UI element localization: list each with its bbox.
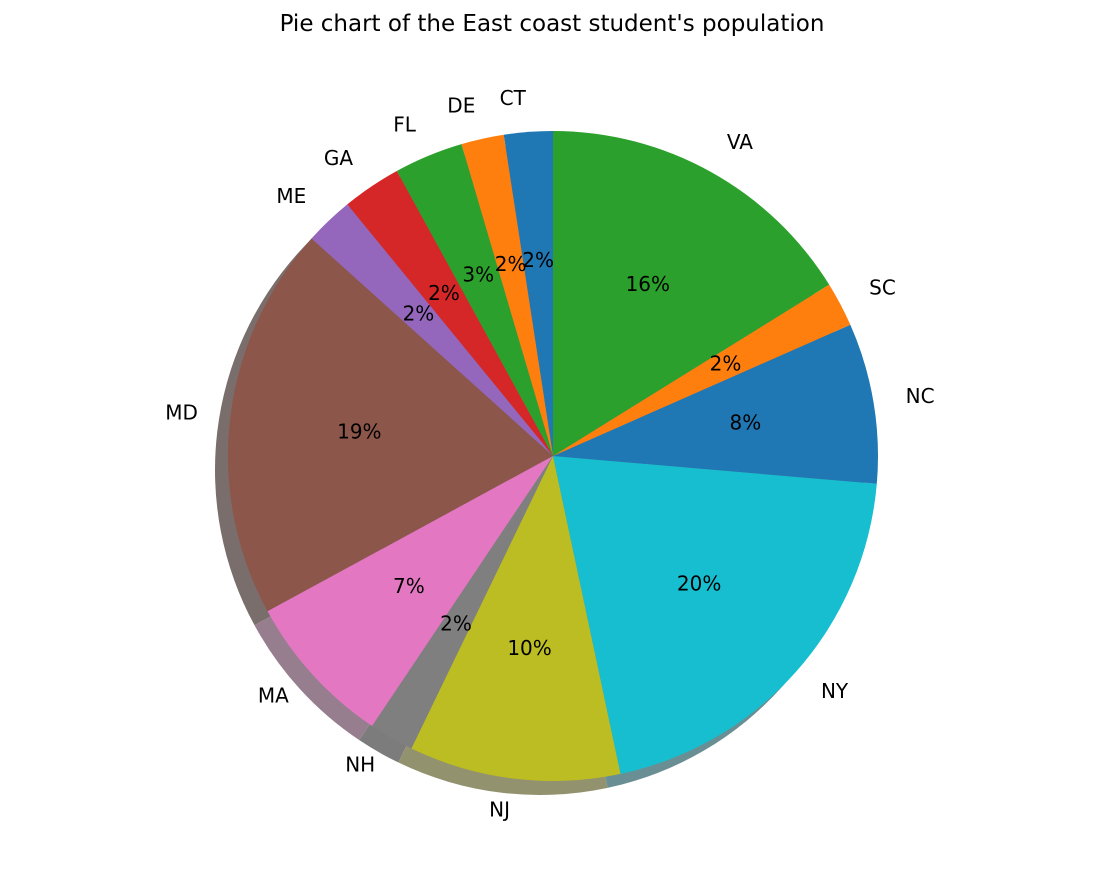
slice-percent-va: 16% <box>626 272 670 296</box>
slice-de <box>461 134 553 456</box>
slice-label-ny: NY <box>821 679 849 703</box>
slice-percent-md: 19% <box>337 420 381 444</box>
slice-percent-fl: 3% <box>462 262 494 286</box>
slice-percent-ny: 20% <box>677 572 721 596</box>
slice-label-va: VA <box>727 130 753 154</box>
slice-label-ct: CT <box>500 86 527 110</box>
slice-label-sc: SC <box>869 276 896 300</box>
slice-label-nj: NJ <box>489 797 510 821</box>
pie-slices <box>228 131 878 781</box>
slice-ga <box>347 171 553 456</box>
slice-nj <box>411 456 621 781</box>
slice-percent-nc: 8% <box>729 410 761 434</box>
slice-percent-ct: 2% <box>522 248 554 272</box>
slice-nc <box>553 324 878 484</box>
slice-percent-ma: 7% <box>393 574 425 598</box>
slice-md <box>228 238 554 612</box>
chart-title: Pie chart of the East coast student's po… <box>280 11 825 37</box>
slice-nh <box>372 456 553 749</box>
slice-label-me: ME <box>276 184 306 208</box>
slice-label-de: DE <box>447 94 475 118</box>
slice-ny <box>553 456 877 774</box>
pie-labels: CT 2% DE 2% FL 3% GA 2% ME 2% MD 19% MA 7% NH 2% NJ 10% NY… <box>165 86 934 821</box>
slice-me <box>311 204 553 456</box>
slice-percent-ga: 2% <box>428 281 460 305</box>
slice-label-fl: FL <box>393 112 417 136</box>
slice-label-nh: NH <box>345 753 375 777</box>
slice-fl <box>396 144 553 456</box>
slice-label-ga: GA <box>324 146 353 170</box>
slice-label-nc: NC <box>906 384 935 408</box>
slice-percent-nj: 10% <box>507 636 551 660</box>
slice-va <box>553 131 830 456</box>
slice-percent-nh: 2% <box>440 612 472 636</box>
slice-ct <box>503 131 553 456</box>
slice-percent-sc: 2% <box>710 351 742 375</box>
slice-label-md: MD <box>165 401 198 425</box>
slice-sc <box>553 284 851 456</box>
slice-label-ma: MA <box>258 683 289 707</box>
slice-percent-de: 2% <box>495 252 527 276</box>
slice-percent-me: 2% <box>403 301 435 325</box>
slice-ma <box>267 456 553 727</box>
